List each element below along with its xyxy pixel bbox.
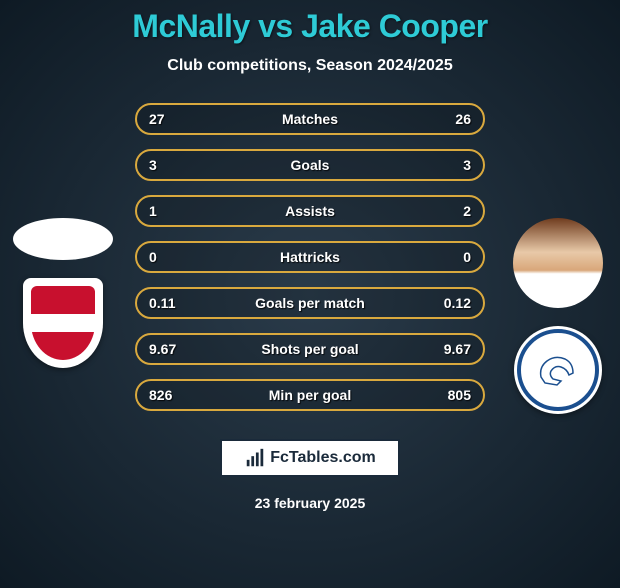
stats-list: 27 Matches 26 3 Goals 3 1 Assists 2 0 Ha…	[135, 103, 485, 411]
stat-left-value: 9.67	[149, 341, 176, 357]
stat-right-value: 26	[455, 111, 471, 127]
stat-row-assists: 1 Assists 2	[135, 195, 485, 227]
page-title: McNally vs Jake Cooper	[0, 8, 620, 45]
footer-date: 23 february 2025	[0, 495, 620, 511]
brand-logo: FcTables.com	[220, 439, 400, 477]
stat-label: Matches	[282, 111, 338, 127]
player-left-column	[10, 218, 115, 368]
stat-left-value: 3	[149, 157, 157, 173]
stat-right-value: 3	[463, 157, 471, 173]
stat-right-value: 2	[463, 203, 471, 219]
stat-left-value: 826	[149, 387, 172, 403]
team-left-badge	[23, 278, 103, 368]
stat-right-value: 0	[463, 249, 471, 265]
stat-row-gpm: 0.11 Goals per match 0.12	[135, 287, 485, 319]
stat-label: Hattricks	[280, 249, 340, 265]
stat-right-value: 9.67	[444, 341, 471, 357]
stat-label: Goals per match	[255, 295, 365, 311]
player-left-photo	[13, 218, 113, 260]
stat-right-value: 805	[448, 387, 471, 403]
stat-row-hattricks: 0 Hattricks 0	[135, 241, 485, 273]
player-right-photo	[513, 218, 603, 308]
brand-text: FcTables.com	[270, 449, 376, 467]
player-right-column	[505, 218, 610, 414]
stat-left-value: 0	[149, 249, 157, 265]
subtitle: Club competitions, Season 2024/2025	[0, 57, 620, 75]
chart-icon	[244, 447, 266, 469]
stat-row-goals: 3 Goals 3	[135, 149, 485, 181]
stat-row-matches: 27 Matches 26	[135, 103, 485, 135]
stat-label: Min per goal	[269, 387, 351, 403]
stat-row-mpg: 826 Min per goal 805	[135, 379, 485, 411]
stat-row-spg: 9.67 Shots per goal 9.67	[135, 333, 485, 365]
stat-label: Assists	[285, 203, 335, 219]
comparison-area: 27 Matches 26 3 Goals 3 1 Assists 2 0 Ha…	[0, 103, 620, 411]
stat-left-value: 0.11	[149, 295, 175, 311]
team-right-badge	[514, 326, 602, 414]
stat-label: Shots per goal	[261, 341, 358, 357]
stat-left-value: 1	[149, 203, 157, 219]
stat-left-value: 27	[149, 111, 165, 127]
stat-right-value: 0.12	[444, 295, 471, 311]
stat-label: Goals	[291, 157, 330, 173]
lion-icon	[533, 345, 583, 395]
